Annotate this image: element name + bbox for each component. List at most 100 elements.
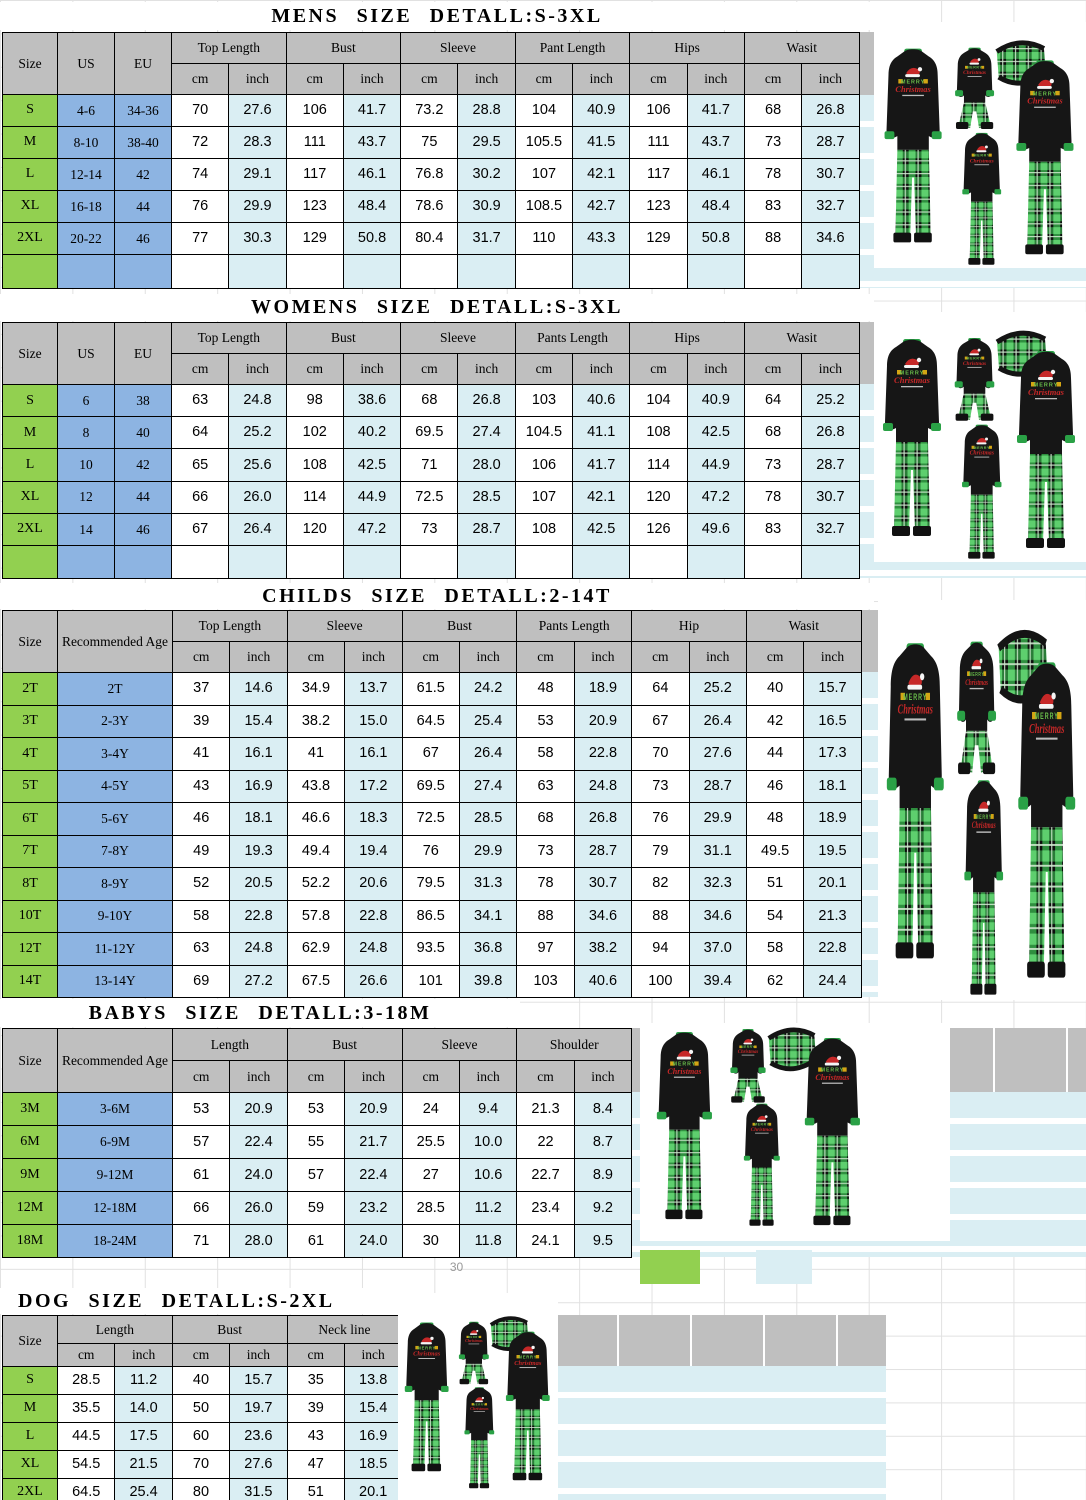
measurement-value: 29.9: [688, 802, 747, 836]
measurement-value: 69.5: [400, 416, 459, 450]
merry-christmas-graphic: MERRY Christmas: [963, 348, 986, 368]
gift-icon: [1057, 712, 1062, 720]
measurement-value: 50.8: [686, 222, 745, 255]
measurement-value: 120: [629, 480, 688, 514]
unit-header-pants-length-inch: inch: [573, 641, 633, 673]
plaid-pants: [958, 393, 991, 420]
empty-cell: [457, 254, 516, 289]
measurement-value: 107: [514, 158, 574, 191]
empty-cell: [170, 254, 230, 289]
id-value: 6-9M: [57, 1125, 173, 1159]
measurement-value: 111: [285, 126, 344, 159]
column-group-wasit: Wasit: [743, 322, 860, 354]
santa-hat-icon: [825, 1056, 839, 1064]
empty-cell: [629, 254, 688, 289]
measurement-value: 40.2: [342, 416, 402, 450]
measurement-value: 28.7: [801, 126, 860, 159]
photo-canvas: MERRY Christmas MERRY Christmas: [874, 312, 1086, 562]
pajama-figure-baby: MERRY Christmas: [957, 641, 997, 775]
unit-header-neck-line-cm: cm: [286, 1343, 345, 1367]
measurement-value: 22.7: [516, 1158, 575, 1192]
table-row: 9M 9-12M 61 24.0 57 22.4 27 10.6 22.7 8.9: [2, 1158, 633, 1192]
id-value: 8: [57, 416, 115, 450]
column-header-recommended-age: Recommended Age: [57, 1028, 173, 1093]
merry-christmas-graphic: MERRY Christmas: [514, 1345, 542, 1369]
graphic-christmas-text: Christmas: [815, 1073, 849, 1082]
size-label: 3T: [2, 704, 58, 738]
unit-header-wasit-cm: cm: [745, 641, 805, 673]
measurement-value: 48: [745, 802, 805, 836]
gift-icon: [922, 370, 927, 375]
column-group-pants-length: Pants Length: [516, 610, 633, 642]
table-row: S 28.5 11.2 40 15.7 35 13.8: [2, 1366, 403, 1395]
column-group-wasit: Wasit: [745, 610, 862, 642]
measurement-value: 17.2: [344, 769, 403, 803]
stray-cell-value: 30: [449, 1260, 464, 1274]
measurement-value: 64: [743, 383, 803, 418]
column-header-size: Size: [2, 1028, 58, 1093]
merry-christmas-graphic: MERRY Christmas: [963, 58, 986, 77]
measurement-value: 26.4: [458, 737, 518, 771]
column-group-pant-length: Pant Length: [514, 32, 631, 64]
table-title-text: DOG SIZE DETALL:S-2XL: [18, 1289, 335, 1312]
measurement-value: 107: [514, 480, 574, 514]
measurement-value: 104: [514, 94, 574, 127]
size-label: 9M: [2, 1158, 58, 1192]
photo-canvas: MERRY Christmas MERRY Christmas: [878, 600, 1086, 1000]
graphic-merry-text: MERRY: [967, 356, 983, 360]
unit-header-length-inch: inch: [114, 1343, 173, 1367]
gift-icon: [754, 1045, 757, 1049]
graphic-merry-text: MERRY: [741, 1045, 755, 1049]
plaid-pants: [971, 892, 996, 989]
graphic-merry-text: MERRY: [673, 1062, 696, 1068]
table-row: M 8 40 64 25.2 102 40.2 69.5 27.4 104.5 41.1 108 42.…: [2, 416, 860, 450]
unit-header-pant-length-inch: inch: [572, 63, 631, 95]
empty-cell: [743, 254, 803, 289]
column-header-size: Size: [2, 610, 58, 673]
gift-icon: [478, 1335, 482, 1339]
graphic-christmas-text: Christmas: [514, 1360, 542, 1367]
measurement-value: 9.4: [458, 1092, 518, 1126]
measurement-value: 25.2: [801, 383, 860, 418]
measurement-value: 10.0: [458, 1125, 518, 1159]
empty-cell: [170, 544, 230, 579]
measurement-value: 21.3: [516, 1092, 575, 1126]
highlighted-cell-green: [640, 1250, 700, 1284]
measurement-value: 40.9: [686, 383, 745, 418]
table-row: 6M 6-9M 57 22.4 55 21.7 25.5 10.0 22 8.7: [2, 1125, 633, 1159]
pajama-figure-adult: MERRY Christmas: [1017, 351, 1075, 548]
measurement-value: 41.5: [572, 126, 631, 159]
column-group-wasit: Wasit: [743, 32, 860, 64]
column-group-top-length: Top Length: [171, 322, 287, 354]
graphic-christmas-text: Christmas: [1027, 97, 1062, 106]
measurement-value: 26.8: [801, 416, 860, 450]
empty-cell: [686, 544, 745, 579]
table-row: 3T 2-3Y 39 15.4 38.2 15.0 64.5 25.4 53 20.9 67 26.4…: [2, 704, 862, 738]
measurement-value: 76: [170, 190, 230, 223]
measurement-value: 64.5: [56, 1478, 116, 1500]
plaid-pants: [514, 1409, 542, 1476]
measurement-value: 43.3: [572, 222, 631, 255]
unit-header-wasit-inch: inch: [801, 63, 860, 95]
gift-icon: [981, 65, 985, 69]
id-value: 2T: [57, 672, 173, 706]
plaid-pants: [413, 1400, 441, 1467]
measurement-value: 49.4: [286, 834, 346, 868]
graphic-merry-text: MERRY: [468, 1335, 480, 1339]
measurement-value: 24.0: [229, 1158, 288, 1192]
gift-icon: [484, 1403, 488, 1406]
gift-icon: [516, 1354, 520, 1359]
measurement-value: 14.0: [114, 1394, 173, 1423]
measurement-value: 16.1: [229, 737, 288, 771]
measurement-value: 28.7: [457, 512, 516, 546]
id-value: 20-22: [57, 222, 115, 255]
measurement-value: 75: [400, 126, 459, 159]
measurement-value: 108: [629, 416, 688, 450]
table-row: 2XL 14 46 67 26.4 120 47.2 73 28.7 108 42.5 126 49.6…: [2, 512, 860, 546]
id-value: 4-6: [57, 94, 115, 127]
measurement-value: 27.6: [228, 94, 287, 127]
plaid-pants: [897, 808, 933, 949]
unit-header-bust-cm: cm: [286, 1060, 346, 1093]
measurement-value: 20.1: [803, 867, 862, 901]
measurement-value: 22: [516, 1125, 575, 1159]
